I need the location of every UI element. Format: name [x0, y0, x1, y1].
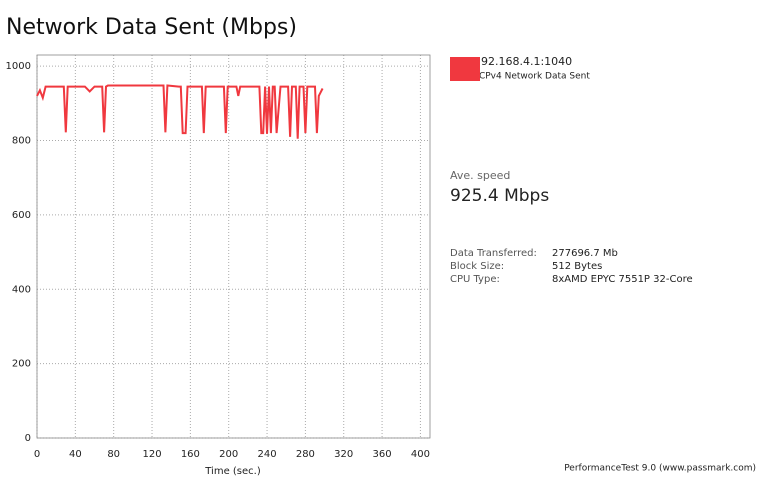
y-tick-label: 800	[12, 136, 31, 147]
x-tick-label: 0	[34, 449, 40, 460]
y-tick-label: 400	[12, 284, 31, 295]
legend-swatch	[450, 57, 480, 81]
ave-label: Ave. speed	[450, 169, 510, 182]
x-axis-label: Time (sec.)	[204, 466, 261, 477]
info-value: 277696.7 Mb	[552, 248, 618, 259]
ave-value: 925.4 Mbps	[450, 186, 549, 206]
x-tick-label: 80	[107, 449, 120, 460]
info-value: 8xAMD EPYC 7551P 32-Core	[552, 274, 693, 285]
x-tick-label: 120	[142, 449, 161, 460]
x-tick-label: 360	[373, 449, 392, 460]
y-tick-label: 600	[12, 210, 31, 221]
footer: PerformanceTest 9.0 (www.passmark.com)	[564, 464, 756, 474]
legend-label: 192.168.4.1:1040	[474, 55, 572, 68]
x-tick-label: 240	[258, 449, 277, 460]
y-tick-label: 1000	[6, 61, 31, 72]
info-key: CPU Type:	[450, 274, 500, 285]
info-key: Data Transferred:	[450, 248, 537, 259]
plot-frame	[36, 54, 431, 439]
y-tick-label: 200	[12, 359, 31, 370]
x-tick-label: 200	[219, 449, 238, 460]
x-tick-label: 160	[181, 449, 200, 460]
info-value: 512 Bytes	[552, 261, 602, 272]
x-tick-label: 400	[411, 449, 430, 460]
data-line	[36, 84, 324, 139]
info-key: Block Size:	[450, 261, 504, 272]
x-tick-label: 320	[334, 449, 353, 460]
chart-title: Network Data Sent (Mbps)	[6, 15, 297, 40]
x-tick-label: 40	[69, 449, 82, 460]
x-tick-label: 280	[296, 449, 315, 460]
legend-sublabel: TCPv4 Network Data Sent	[473, 72, 590, 82]
y-tick-label: 0	[25, 433, 31, 444]
